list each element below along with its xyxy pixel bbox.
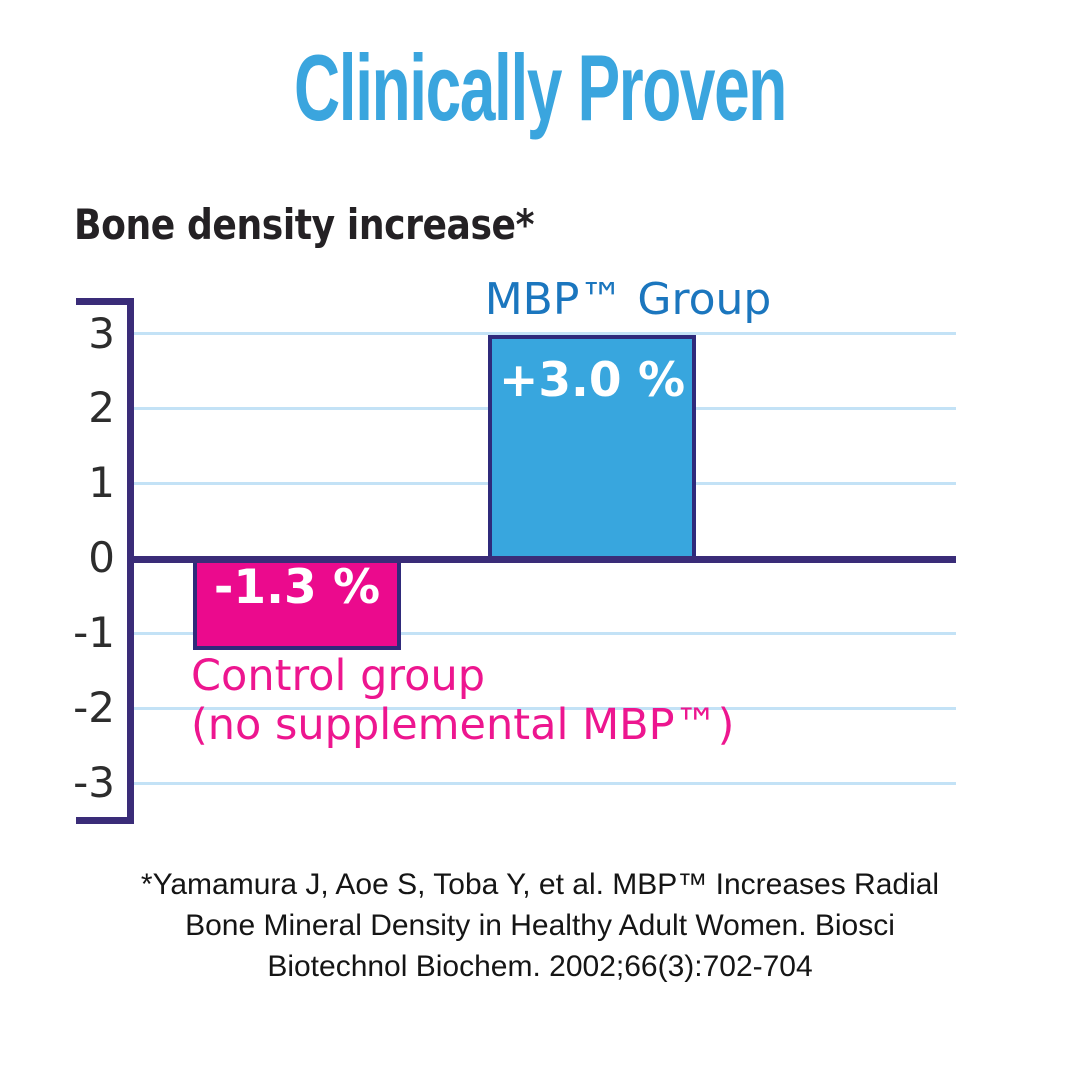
control-group-label-line2: (no supplemental MBP™) <box>191 700 735 750</box>
bar-mbp-group: +3.0 % <box>488 335 696 563</box>
citation-line2: Bone Mineral Density in Healthy Adult Wo… <box>185 909 895 942</box>
y-tick-label: 3 <box>88 309 115 358</box>
page-title: Clinically Proven <box>293 35 787 140</box>
y-tick-label: -3 <box>73 758 115 807</box>
zero-baseline <box>131 556 956 563</box>
y-axis-line <box>127 298 134 824</box>
y-tick-label: 2 <box>88 383 115 432</box>
citation-line1: *Yamamura J, Aoe S, Toba Y, et al. MBP™ … <box>140 868 940 901</box>
control-group-label: Control group (no supplemental MBP™) <box>191 652 734 750</box>
gridline-3 <box>134 332 956 335</box>
y-axis-top-cap <box>76 298 134 305</box>
control-group-label-line1: Control group <box>191 651 485 701</box>
gridline-neg1 <box>134 632 956 635</box>
citation-footnote: *Yamamura J, Aoe S, Toba Y, et al. MBP™ … <box>90 864 990 987</box>
chart-title: Bone density increase* <box>74 200 535 249</box>
y-axis-bottom-cap <box>76 817 134 824</box>
gridline-neg3 <box>134 782 956 785</box>
gridline-neg2 <box>134 707 956 710</box>
bar-value-label: +3.0 % <box>498 353 686 408</box>
y-tick-label: 0 <box>88 533 115 582</box>
citation-line3: Biotechnol Biochem. 2002;66(3):702-704 <box>267 950 813 983</box>
bar-value-label: -1.3 % <box>213 560 381 615</box>
y-tick-label: -1 <box>73 608 115 657</box>
bar-control-group: -1.3 % <box>193 558 401 650</box>
mbp-group-label: MBP™ Group <box>484 274 772 325</box>
y-tick-label: 1 <box>88 458 115 507</box>
y-tick-label: -2 <box>73 683 115 732</box>
